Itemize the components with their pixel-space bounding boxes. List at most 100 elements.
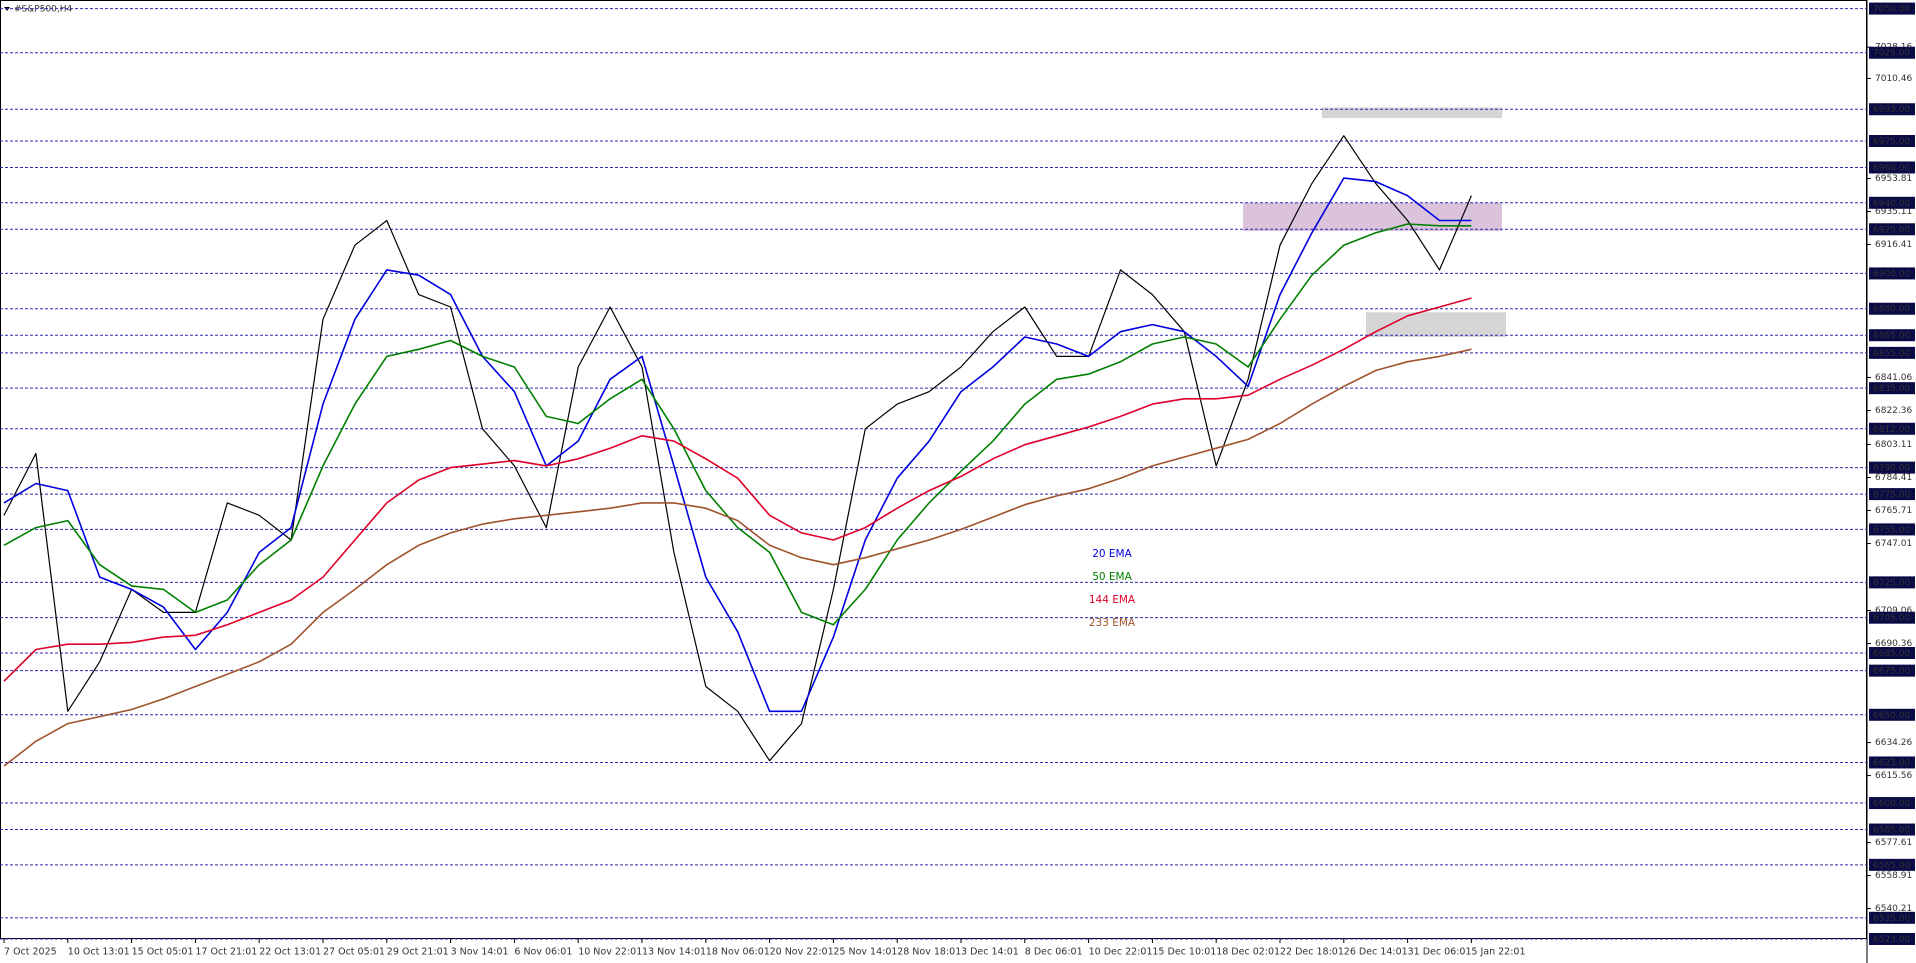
ema-line [3,223,1472,626]
x-tick-label: 25 Nov 14:01 [833,947,897,958]
zones [1243,107,1506,337]
level-label-box [1869,933,1915,945]
level-label: 6855.00 [1873,349,1910,359]
level-label: 6725.00 [1873,578,1910,588]
level-label: 6865.00 [1873,331,1910,341]
x-tick-label: 22 Oct 13:01 [259,947,321,958]
level-label-box [1869,911,1915,924]
level-label-box [1869,708,1915,721]
level-label: 6960.00 [1873,163,1910,173]
level-label-box [1869,488,1915,501]
y-tick-label: 6765.71 [1875,506,1912,516]
x-tick-label: 10 Dec 22:01 [1089,947,1153,958]
x-tick-label: 3 Dec 14:01 [961,947,1019,958]
y-tick-label: 6558.91 [1875,871,1912,881]
x-tick-label: 27 Oct 05:01 [323,947,385,958]
level-label: 6535.00 [1873,914,1910,924]
x-tick-label: 8 Dec 06:01 [1025,947,1083,958]
x-tick-label: 22 Dec 18:01 [1280,947,1344,958]
legend-label: 20 EMA [1092,548,1132,560]
level-label-box [1869,267,1915,280]
level-label-box [1869,756,1915,769]
price-zone [1243,202,1502,232]
level-label: 6975.00 [1873,137,1910,147]
price-line [3,135,1472,762]
series [3,135,1472,767]
y-tick-label: 6747.01 [1875,539,1912,549]
y-tick-label: 7010.46 [1875,74,1912,84]
x-tick-label: 28 Nov 18:01 [897,947,961,958]
level-label-box [1869,161,1915,174]
y-tick-label: 6953.81 [1875,174,1912,184]
level-label-box [1869,223,1915,236]
ema-line [3,297,1472,682]
level-label-box [1869,797,1915,810]
level-label: 6880.00 [1873,305,1910,315]
y-tick-label: 6822.36 [1875,406,1912,416]
level-label: 6925.00 [1873,225,1910,235]
x-tick-label: 3 Nov 14:01 [451,947,509,958]
level-label-box [1869,2,1915,15]
level-label: 6705.00 [1873,614,1910,624]
level-label-box [1869,664,1915,677]
level-label-box [1869,103,1915,116]
level-label: 6565.00 [1873,861,1910,871]
level-label: 6600.00 [1873,799,1910,809]
x-tick-label: 29 Oct 21:01 [387,947,449,958]
level-label: 7050.00 [1873,5,1910,15]
y-tick-label: 6916.41 [1875,240,1912,250]
level-label: 6790.00 [1873,464,1910,474]
x-tick-label: 26 Dec 14:01 [1344,947,1408,958]
y-tick-label: 6709.06 [1875,606,1912,616]
y-tick-label: 6577.61 [1875,838,1912,848]
level-label-box [1869,346,1915,359]
level-label-box [1869,523,1915,536]
y-tick-label: 6615.56 [1875,771,1912,781]
x-tick-label: 31 Dec 06:01 [1408,947,1472,958]
level-label: 6775.00 [1873,490,1910,500]
level-label: 6993.00 [1873,105,1910,115]
level-label-box [1869,461,1915,474]
y-tick-label: 6841.06 [1875,373,1912,383]
level-label: 6812.00 [1873,425,1910,435]
level-label: 6623.00 [1873,758,1910,768]
level-label-box [1869,302,1915,315]
level-label: 6523.00 [1873,935,1910,945]
ema-line [3,177,1472,713]
x-tick-label: 15 Dec 10:01 [1152,947,1216,958]
x-tick-label: 10 Oct 13:01 [68,947,130,958]
y-tick-label: 6803.11 [1875,440,1912,450]
x-tick-label: 17 Oct 21:01 [195,947,257,958]
y-tick-label: 6935.11 [1875,207,1912,217]
ema-line [3,348,1472,767]
y-tick-label: 6634.26 [1875,738,1912,748]
levels [0,8,1867,940]
level-label-box [1869,135,1915,148]
level-label: 6940.00 [1873,199,1910,209]
level-label: 6585.00 [1873,826,1910,836]
level-label: 7025.00 [1873,49,1910,59]
level-label-box [1869,382,1915,395]
level-label: 6835.00 [1873,384,1910,394]
legend-label: 144 EMA [1089,594,1136,606]
x-tick-label: 20 Nov 22:01 [770,947,834,958]
level-label-box [1869,329,1915,342]
level-label-box [1869,422,1915,435]
chart-title: #S&P500,H4 [14,5,73,15]
level-label-box [1869,858,1915,871]
level-label-box [1869,611,1915,624]
y-tick-label: 6690.36 [1875,639,1912,649]
level-label-box [1869,576,1915,589]
level-label-box [1869,646,1915,659]
x-tick-label: 15 Oct 05:01 [132,947,194,958]
x-tick-label: 7 Oct 2025 [4,947,57,958]
level-label-box [1869,46,1915,59]
x-tick-label: 5 Jan 22:01 [1471,947,1525,958]
legend-label: 233 EMA [1089,617,1136,629]
level-label-box [1869,823,1915,836]
x-tick-label: 6 Nov 06:01 [514,947,572,958]
x-tick-label: 13 Nov 14:01 [642,947,706,958]
level-label: 6675.00 [1873,667,1910,677]
